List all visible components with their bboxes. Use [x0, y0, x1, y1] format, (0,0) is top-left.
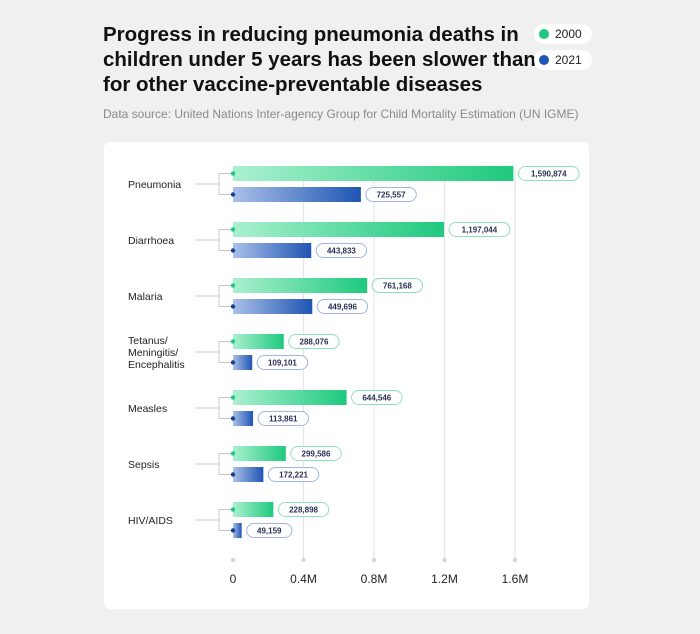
- axis-layer: 0 0.4M 0.8M 1.2M 1.6M Pneumonia Diarrhoea Malar…: [128, 171, 528, 586]
- bar-2000-data-label: 299,586: [302, 450, 331, 459]
- connector-dot: [230, 395, 236, 400]
- x-tick-label: 0: [230, 572, 237, 586]
- gridline-dot: [301, 557, 306, 563]
- bar-2000-data-label: 288,076: [300, 338, 329, 347]
- bars-layer: 1,590,874 725,557 1,197,044 443,833 761,168 4…: [233, 166, 580, 538]
- category-label-line: Diarrhoea: [128, 235, 174, 247]
- bar-2021-data-label: 725,557: [377, 191, 406, 200]
- connector-dot: [230, 339, 236, 344]
- connector-dot: [230, 451, 236, 456]
- category-label: Malaria: [128, 291, 163, 303]
- legend-item-2021: 2021: [534, 50, 592, 70]
- bar-2000-label-pill: [290, 446, 342, 461]
- gridline-dot: [371, 557, 377, 563]
- bar-2021-data-label: 49,159: [257, 527, 282, 536]
- bar-2021-bar: [233, 523, 242, 538]
- bar-2000-bar: [233, 278, 368, 293]
- bar-2021-bar: [233, 243, 312, 258]
- connector-dot: [230, 507, 236, 512]
- bar-chart: 1,590,874 725,557 1,197,044 443,833 761,168 4…: [128, 166, 580, 586]
- bar-2000-bar: [233, 222, 444, 237]
- bar-2000-data-label: 1,590,874: [531, 170, 567, 179]
- connector-dot: [230, 528, 236, 533]
- bar-2000-label-pill: [277, 502, 330, 517]
- category-label: Diarrhoea: [128, 235, 174, 247]
- bar-2000-label-pill: [517, 166, 580, 181]
- connector-dot: [230, 416, 236, 421]
- bar-2021-label-pill: [315, 243, 368, 258]
- category-label-line: Sepsis: [128, 459, 160, 471]
- bar-2021-label-pill: [267, 467, 320, 482]
- category-label: Measles: [128, 403, 167, 415]
- bar-2000-data-label: 1,197,044: [462, 226, 498, 235]
- bar-2021-bar: [233, 355, 253, 370]
- x-tick-label: 0.8M: [361, 572, 388, 586]
- bar-2021-bar: [233, 467, 264, 482]
- chart-title: Progress in reducing pneumonia deaths in…: [103, 23, 536, 96]
- bar-2021-bar: [233, 187, 361, 202]
- connector-dot: [230, 472, 236, 477]
- bar-2021-data-label: 113,861: [269, 415, 298, 424]
- connector-dot: [230, 227, 236, 232]
- category-label: Tetanus/Meningitis/Encephalitis: [128, 335, 185, 371]
- connector-dot: [230, 304, 236, 309]
- category-label-line: HIV/AIDS: [128, 515, 173, 527]
- category-label: Sepsis: [128, 459, 160, 471]
- bar-2021-label-pill: [256, 355, 309, 370]
- bar-2021-bar: [233, 411, 254, 426]
- bar-2000-bar: [233, 502, 274, 517]
- connector-dot: [230, 171, 236, 176]
- legend-item-2000: 2000: [534, 24, 592, 44]
- chart-card: 1,590,874 725,557 1,197,044 443,833 761,168 4…: [104, 142, 589, 609]
- category-label-line: Meningitis/: [128, 347, 178, 359]
- category-label: HIV/AIDS: [128, 515, 173, 527]
- bar-2000-bar: [233, 446, 286, 461]
- bar-2021-label-pill: [316, 299, 369, 314]
- bar-2021-label-pill: [246, 523, 293, 538]
- bar-2021-data-label: 443,833: [327, 247, 356, 256]
- category-label-line: Malaria: [128, 291, 163, 303]
- bar-2000-bar: [233, 166, 514, 181]
- category-label-line: Tetanus/: [128, 335, 168, 347]
- category-label-line: Pneumonia: [128, 179, 181, 191]
- x-tick-label: 1.2M: [431, 572, 458, 586]
- gridline-dot: [230, 557, 236, 563]
- legend-label-2021: 2021: [555, 53, 582, 67]
- legend: 2000 2021: [534, 24, 592, 70]
- legend-swatch-2021: [539, 55, 549, 65]
- gridline-dot: [442, 557, 447, 563]
- bar-2000-data-label: 228,898: [289, 506, 318, 515]
- gridline-dot: [512, 557, 518, 563]
- x-tick-label: 0.4M: [290, 572, 317, 586]
- bar-2021-data-label: 109,101: [268, 359, 297, 368]
- bar-2000-bar: [233, 334, 284, 349]
- legend-swatch-2000: [539, 29, 549, 39]
- chart-subtitle: Data source: United Nations Inter-agency…: [103, 107, 579, 121]
- category-label: Pneumonia: [128, 179, 181, 191]
- bar-2000-bar: [233, 390, 347, 405]
- category-label-line: Measles: [128, 403, 167, 415]
- bar-2000-label-pill: [371, 278, 424, 293]
- connector-dot: [230, 360, 236, 365]
- bar-2000-label-pill: [351, 390, 403, 405]
- bar-2021-label-pill: [365, 187, 417, 202]
- connector-dot: [230, 248, 236, 253]
- x-tick-label: 1.6M: [502, 572, 529, 586]
- bar-2021-data-label: 449,696: [328, 303, 357, 312]
- bar-2000-label-pill: [288, 334, 340, 349]
- category-label-line: Encephalitis: [128, 359, 185, 371]
- connector-dot: [230, 192, 236, 197]
- bar-2021-label-pill: [257, 411, 309, 426]
- bar-2000-label-pill: [448, 222, 511, 237]
- legend-label-2000: 2000: [555, 27, 582, 41]
- bar-2021-bar: [233, 299, 313, 314]
- connector-dot: [230, 283, 236, 288]
- bar-2021-data-label: 172,221: [279, 471, 308, 480]
- bar-2000-data-label: 761,168: [383, 282, 412, 291]
- bar-2000-data-label: 644,546: [362, 394, 391, 403]
